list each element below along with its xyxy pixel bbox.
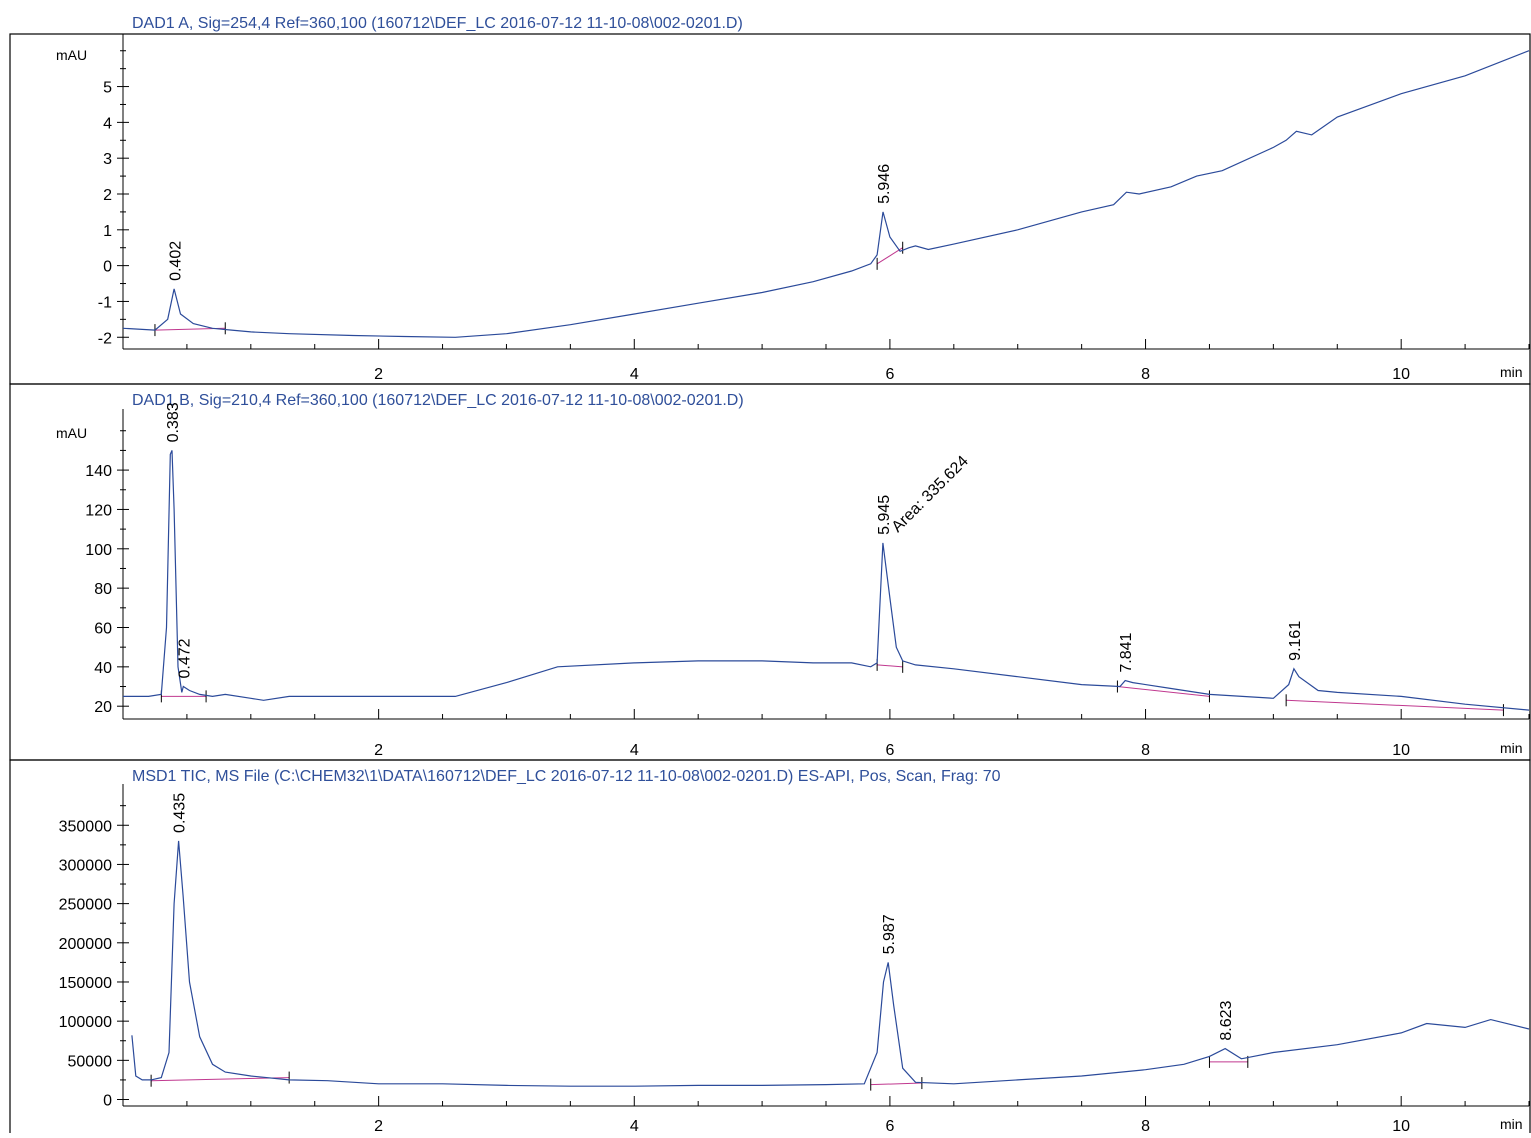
panel-dad1b-title: DAD1 B, Sig=210,4 Ref=360,100 (160712\DE… [132,392,744,409]
area-annotation: Area: 335.624 [889,453,972,536]
y-tick-label: 350000 [59,818,112,835]
x-tick-label: 8 [1141,1118,1150,1133]
x-tick-label: 2 [374,742,383,759]
x-tick-label: 8 [1141,742,1150,759]
panel-dad1b: DAD1 B, Sig=210,4 Ref=360,100 (160712\DE… [9,383,1531,761]
x-tick-label: 4 [630,742,639,759]
y-tick-label: 150000 [59,975,112,992]
peak-label: 5.946 [876,164,893,204]
integration-baseline [1286,699,1504,711]
signal-trace [123,450,1530,711]
signal-trace [131,840,1530,1087]
panel-dad1b-frame [9,383,1531,761]
peak-label: 7.841 [1118,632,1135,672]
panel-dad1b-xlabel: min [1500,740,1523,756]
peak-label: 0.472 [176,638,193,678]
y-tick-label: 2 [103,187,112,204]
y-tick-label: 3 [103,151,112,168]
panel-dad1a-title: DAD1 A, Sig=254,4 Ref=360,100 (160712\DE… [132,15,743,32]
x-tick-label: 6 [885,742,894,759]
integration-baseline [870,1082,922,1086]
panel-msd1: MSD1 TIC, MS File (C:\CHEM32\1\DATA\1607… [9,759,1531,1138]
y-tick-label: 120 [85,502,112,519]
panel-dad1b-plot: 2 4 6 8 10 20 40 60 80 100 120 140 0.383 0.472 5.945 7.… [85,402,1530,759]
panel-dad1a-xlabel: min [1500,364,1523,380]
panel-dad1a-frame [9,33,1531,385]
y-tick-label: 1 [103,223,112,240]
x-tick-label: 6 [885,366,894,383]
x-tick-label: 8 [1141,366,1150,383]
y-tick-label: 80 [94,581,112,598]
x-tick-label: 10 [1392,1118,1410,1133]
y-tick-label: 0 [103,1093,112,1110]
panel-dad1a-ylabel: mAU [56,47,87,63]
y-tick-label: 200000 [59,936,112,953]
x-tick-label: 4 [630,366,639,383]
panel-dad1a: DAD1 A, Sig=254,4 Ref=360,100 (160712\DE… [9,15,1531,385]
y-tick-label: -2 [98,330,112,347]
y-tick-label: 4 [103,115,112,132]
peak-label: 8.623 [1218,1000,1235,1040]
peak-label: 9.161 [1287,621,1304,661]
peak-label: 0.402 [167,241,184,281]
y-tick-label: 40 [94,660,112,677]
x-tick-label: 6 [885,1118,894,1133]
y-tick-label: 5 [103,80,112,97]
peak-label: 5.945 [876,495,893,535]
panel-msd1-plot: 2 4 6 8 10 0 50000 100000 150000 200000 250000 3000… [59,784,1530,1135]
peak-label: 0.383 [165,402,182,442]
x-tick-label: 2 [374,366,383,383]
x-tick-label: 10 [1392,742,1410,759]
y-tick-label: 100000 [59,1014,112,1031]
y-tick-label: 60 [94,620,112,637]
y-tick-label: 250000 [59,897,112,914]
y-tick-label: 20 [94,699,112,716]
y-tick-label: 100 [85,542,112,559]
integration-baseline [877,664,903,668]
integration-baseline [876,247,903,265]
signal-trace [122,50,1530,338]
panel-msd1-title: MSD1 TIC, MS File (C:\CHEM32\1\DATA\1607… [132,768,1001,785]
peak-label: 0.435 [172,793,189,833]
peak-label: 5.987 [881,914,898,954]
x-tick-label: 4 [630,1118,639,1133]
panel-dad1b-ylabel: mAU [56,425,87,441]
y-tick-label: 300000 [59,857,112,874]
panel-msd1-frame [9,759,1531,1138]
panel-msd1-xlabel: min [1500,1116,1523,1132]
x-tick-label: 2 [374,1118,383,1133]
y-tick-label: 50000 [68,1053,113,1070]
y-tick-label: 140 [85,463,112,480]
y-tick-label: 0 [103,259,112,276]
panel-dad1a-plot: 2 4 6 8 10 -2 -1 0 1 2 3 4 5 0.402 5.946 [98,34,1530,383]
y-tick-label: -1 [98,294,112,311]
integration-baseline [1117,686,1210,697]
x-tick-label: 10 [1392,366,1410,383]
